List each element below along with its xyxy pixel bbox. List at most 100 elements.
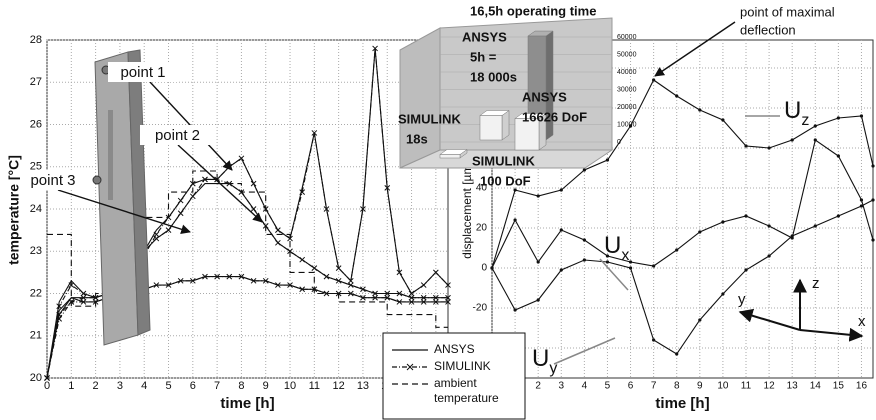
x-tick-label: 15 [833, 381, 845, 392]
axis-direction-label: x [858, 313, 866, 330]
figure: 0123456789101112131415162021222324252627… [0, 0, 876, 420]
marker-dot [583, 238, 586, 241]
bar-annotation: 16626 DoF [522, 109, 587, 124]
x-axis-label: time [h] [220, 395, 274, 412]
series-symbol: U [784, 97, 801, 124]
marker-dot [721, 220, 724, 223]
marker-dot [698, 108, 701, 111]
marker-dot [513, 218, 516, 221]
marker-dot [698, 318, 701, 321]
marker-dot [629, 260, 632, 263]
marker-dot [560, 188, 563, 191]
y-tick-label: 24 [30, 203, 42, 215]
marker-dot [814, 138, 817, 141]
marker-dot [560, 228, 563, 231]
marker-dot [744, 214, 747, 217]
y-tick-label: 28 [30, 34, 42, 46]
y-tick-label: 27 [30, 76, 42, 88]
marker-dot [490, 266, 493, 269]
bar-annotation: ANSYS [522, 89, 567, 104]
marker-dot [537, 194, 540, 197]
marker-dot [791, 138, 794, 141]
marker-dot [871, 238, 874, 241]
x-tick-label: 11 [309, 380, 320, 392]
x-tick-label: 3 [117, 380, 123, 392]
bar-annotation: ANSYS [462, 29, 507, 44]
marker-dot [871, 198, 874, 201]
inset-side-wall [400, 28, 440, 168]
marker-dot [652, 338, 655, 341]
bar-annotation: SIMULINK [472, 153, 535, 168]
y-tick-label: 26 [30, 118, 42, 130]
y-tick-label: 0 [481, 263, 487, 274]
bar-annotation: 18s [406, 131, 428, 146]
marker-dot [537, 260, 540, 263]
x-tick-label: 8 [674, 381, 680, 392]
marker-dot [814, 224, 817, 227]
y-tick-label: 20 [30, 372, 42, 384]
marker-dot [767, 254, 770, 257]
y-tick-label: 10000 [617, 121, 637, 128]
x-tick-label: 0 [44, 380, 50, 392]
marker-dot [675, 94, 678, 97]
series-symbol: U [532, 345, 549, 372]
y-tick-label: -20 [473, 303, 488, 314]
y-tick-label: 0 [617, 139, 621, 146]
y-tick-label: 23 [30, 245, 42, 257]
x-tick-label: 3 [558, 381, 564, 392]
x-tick-label: 1 [68, 380, 74, 392]
y-tick-label: 20 [476, 223, 488, 234]
y-axis-label: displacement [µm] [460, 161, 474, 259]
annotation: point of maximal [740, 4, 835, 19]
x-tick-label: 12 [333, 380, 345, 392]
x-tick-label: 6 [628, 381, 634, 392]
x-tick-label: 4 [141, 380, 147, 392]
annotation: point 2 [155, 127, 200, 144]
marker-dot [560, 268, 563, 271]
legend-entry: SIMULINK [434, 359, 522, 376]
marker-dot [652, 264, 655, 267]
marker-dot [629, 266, 632, 269]
marker-dot [721, 118, 724, 121]
x-tick-label: 4 [582, 381, 588, 392]
marker-dot [814, 124, 817, 127]
marker-dot [837, 116, 840, 119]
legend-entry: ANSYS [434, 342, 522, 359]
marker-dot [860, 204, 863, 207]
x-tick-label: 13 [787, 381, 799, 392]
y-tick-label: 20000 [617, 104, 637, 111]
marker-dot [721, 292, 724, 295]
marker-dot [791, 234, 794, 237]
x-tick-label: 10 [284, 380, 296, 392]
marker-dot [583, 258, 586, 261]
marker-dot [675, 248, 678, 251]
series-subscript: y [549, 360, 557, 377]
legend-label: SIMULINK [434, 359, 504, 374]
marker-dot [860, 198, 863, 201]
legend-label: ambient temperature [434, 376, 504, 406]
bar-annotation: 5h = [470, 49, 497, 64]
legend-entry: ambient temperature [434, 376, 522, 412]
x-tick-label: 5 [165, 380, 171, 392]
marker-dot [767, 224, 770, 227]
marker-dot [606, 158, 609, 161]
y-tick-label: 22 [30, 287, 42, 299]
x-tick-label: 11 [741, 381, 752, 392]
annotation: point 1 [120, 64, 165, 81]
x-tick-label: 12 [764, 381, 776, 392]
x-tick-label: 6 [190, 380, 196, 392]
x-axis-label: time [h] [655, 395, 709, 412]
annotation: point 3 [30, 172, 75, 189]
bar [440, 155, 460, 159]
axis-direction-label: y [738, 291, 746, 308]
marker-dot [675, 352, 678, 355]
y-tick-label: 60000 [617, 34, 637, 41]
marker-dot [537, 298, 540, 301]
x-tick-label: 9 [263, 380, 269, 392]
x-tick-label: 13 [357, 380, 369, 392]
marker-dot [871, 164, 874, 167]
annotation: deflection [740, 22, 796, 37]
marker-dot [860, 114, 863, 117]
legend-label: ANSYS [434, 342, 504, 357]
series-symbol: U [604, 232, 621, 259]
